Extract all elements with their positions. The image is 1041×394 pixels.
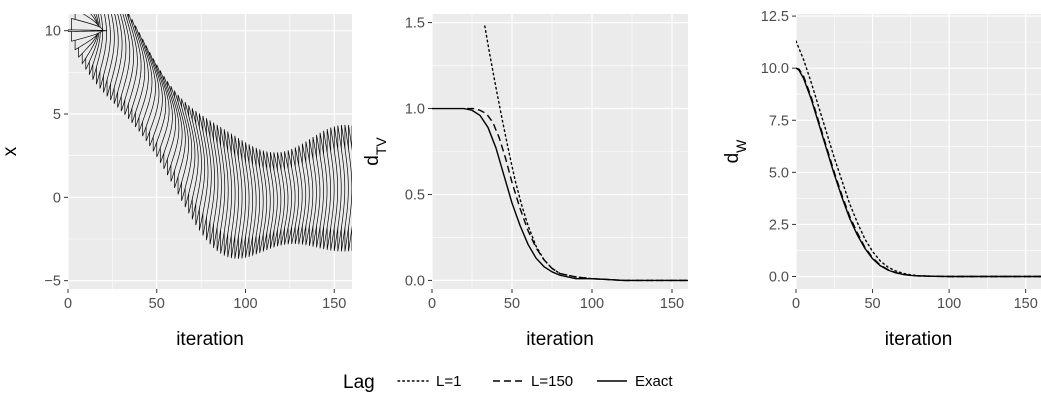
x-tick-label: 0 [792,296,800,312]
y-axis-title: x [0,146,21,156]
y-axis-title-main: d [362,155,383,166]
y-tick-label: 1.5 [405,16,425,32]
y-axis-title: dW [722,139,749,164]
density-layer [68,14,352,259]
y-axis-title-subscript: TV [373,137,389,156]
y-tick-label: 1.0 [405,102,425,118]
legend-label: L=150 [531,373,573,390]
x-tick-label: 150 [660,296,684,312]
y-axis-title-main: d [722,153,743,164]
x-axis-title: iteration [176,329,244,350]
x-tick-label: 50 [149,296,165,312]
x-tick-label: 100 [580,296,604,312]
y-tick-label: 7.5 [769,113,789,129]
series-line-exact [796,67,1041,278]
y-axis-title-subscript: W [733,139,749,153]
y-tick-label: 10.0 [761,61,789,77]
y-tick-label: −5 [44,274,61,290]
y-tick-label: 5 [53,107,61,123]
legend-title: Lag [343,372,375,393]
density-curve [68,29,108,32]
y-tick-label: 0 [53,190,61,206]
panel-total-variation: 0 50 100 150 0.0 0.5 1.0 1.5 iteration dTV [362,14,688,350]
x-tick-label: 150 [1014,296,1038,312]
density-curve [351,125,352,251]
y-tick-label: 2.5 [769,217,789,233]
x-tick-label: 150 [322,296,346,312]
panel-background [796,14,1041,289]
y-axis-title: dTV [362,137,389,166]
x-axis-title: iteration [885,329,953,350]
x-tick-label: 50 [864,296,880,312]
x-tick-label: 0 [428,296,436,312]
y-tick-label: 10 [45,24,61,40]
y-tick-label: 0.0 [405,273,425,289]
series-layer [796,40,1041,278]
series-line-exact [432,107,688,282]
x-tick-label: 100 [233,296,257,312]
x-axis-title: iteration [526,329,594,350]
y-tick-label: 5.0 [769,165,789,181]
y-tick-label: 0.5 [405,187,425,203]
x-tick-label: 0 [64,296,72,312]
y-tick-label: 12.5 [761,9,789,25]
legend: Lag L=1 L=150 Exact [343,372,673,393]
panel-wasserstein: 0 50 100 150 0.0 2.5 5.0 7.5 10.0 12.5 iteration dW [722,9,1041,350]
x-tick-label: 50 [504,296,520,312]
legend-label: L=1 [436,373,461,390]
y-tick-label: 0.0 [769,270,789,286]
series-layer [432,25,688,282]
x-tick-label: 100 [937,296,961,312]
series-line-l-1 [796,40,1041,278]
legend-label: Exact [635,373,673,390]
